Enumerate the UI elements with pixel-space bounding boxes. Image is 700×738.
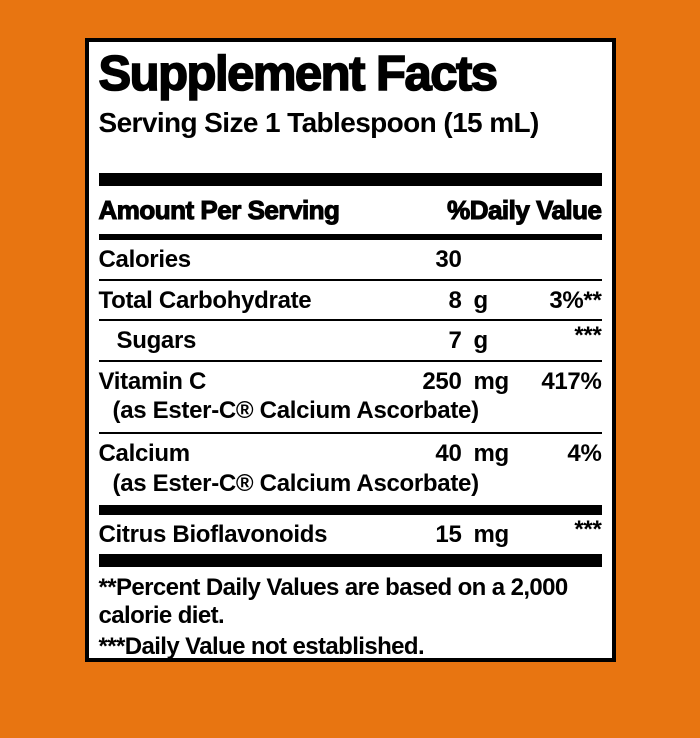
amount-per-serving-header: Amount Per Serving <box>98 194 341 225</box>
panel-title: Supplement Facts <box>98 47 499 101</box>
nutrient-dv: 3%** <box>549 286 602 314</box>
divider-thick-top <box>98 172 602 186</box>
divider-thick-bottom <box>98 553 602 567</box>
nutrient-amount: 15 <box>435 520 462 548</box>
nutrient-amount: 30 <box>435 245 462 273</box>
table-row: Sugars 7 g *** <box>99 321 602 360</box>
divider-thick-mid <box>98 504 602 515</box>
nutrient-name: Calcium <box>98 440 191 468</box>
nutrient-name: Sugars <box>116 327 197 355</box>
footnotes: **Percent Daily Values are based on a 2,… <box>98 567 602 661</box>
row-divider <box>98 319 602 322</box>
nutrient-dv: *** <box>574 515 602 543</box>
nutrient-source-note: (as Ester-C® Calcium Ascorbate) <box>112 397 480 425</box>
footnote-not-established: ***Daily Value not established. <box>98 633 425 661</box>
footnote-daily-values: **Percent Daily Values are based on a 2,… <box>98 573 569 630</box>
supplement-facts-panel: Supplement Facts Serving Size 1 Tablespo… <box>84 38 616 662</box>
nutrient-dv: 4% <box>567 440 602 468</box>
table-row: Calories 30 <box>99 240 602 279</box>
row-divider <box>98 432 602 435</box>
table-row: Total Carbohydrate 8 g 3%** <box>99 281 602 320</box>
nutrient-unit: mg <box>473 367 510 395</box>
nutrient-amount: 7 <box>448 327 462 355</box>
table-header-row: Amount Per Serving %Daily Value <box>98 186 603 234</box>
nutrient-name: Total Carbohydrate <box>98 286 312 314</box>
serving-size-text: Serving Size 1 Tablespoon (15 mL) <box>98 106 540 138</box>
table-row: Vitamin C 250 mg 417% <box>99 362 602 401</box>
nutrient-name: Calories <box>98 245 192 273</box>
nutrient-amount: 40 <box>435 440 462 468</box>
nutrient-amount: 8 <box>448 286 462 314</box>
nutrient-source-note: (as Ester-C® Calcium Ascorbate) <box>112 469 480 497</box>
row-divider <box>98 278 602 281</box>
nutrient-unit: g <box>473 327 489 355</box>
nutrient-unit: mg <box>473 520 510 548</box>
table-row: Citrus Bioflavonoids 15 mg *** <box>99 515 602 554</box>
nutrient-name: Vitamin C <box>98 367 207 395</box>
nutrient-name: Citrus Bioflavonoids <box>98 520 328 548</box>
nutrient-dv: *** <box>574 322 602 350</box>
divider-medium-header <box>98 233 602 240</box>
table-row: Calcium 40 mg 4% <box>99 434 602 473</box>
nutrient-unit: g <box>473 286 489 314</box>
nutrient-unit: mg <box>473 440 510 468</box>
nutrient-amount: 250 <box>422 367 462 395</box>
nutrient-dv: 417% <box>541 367 602 395</box>
row-divider <box>98 359 602 362</box>
daily-value-header: %Daily Value <box>447 194 603 225</box>
